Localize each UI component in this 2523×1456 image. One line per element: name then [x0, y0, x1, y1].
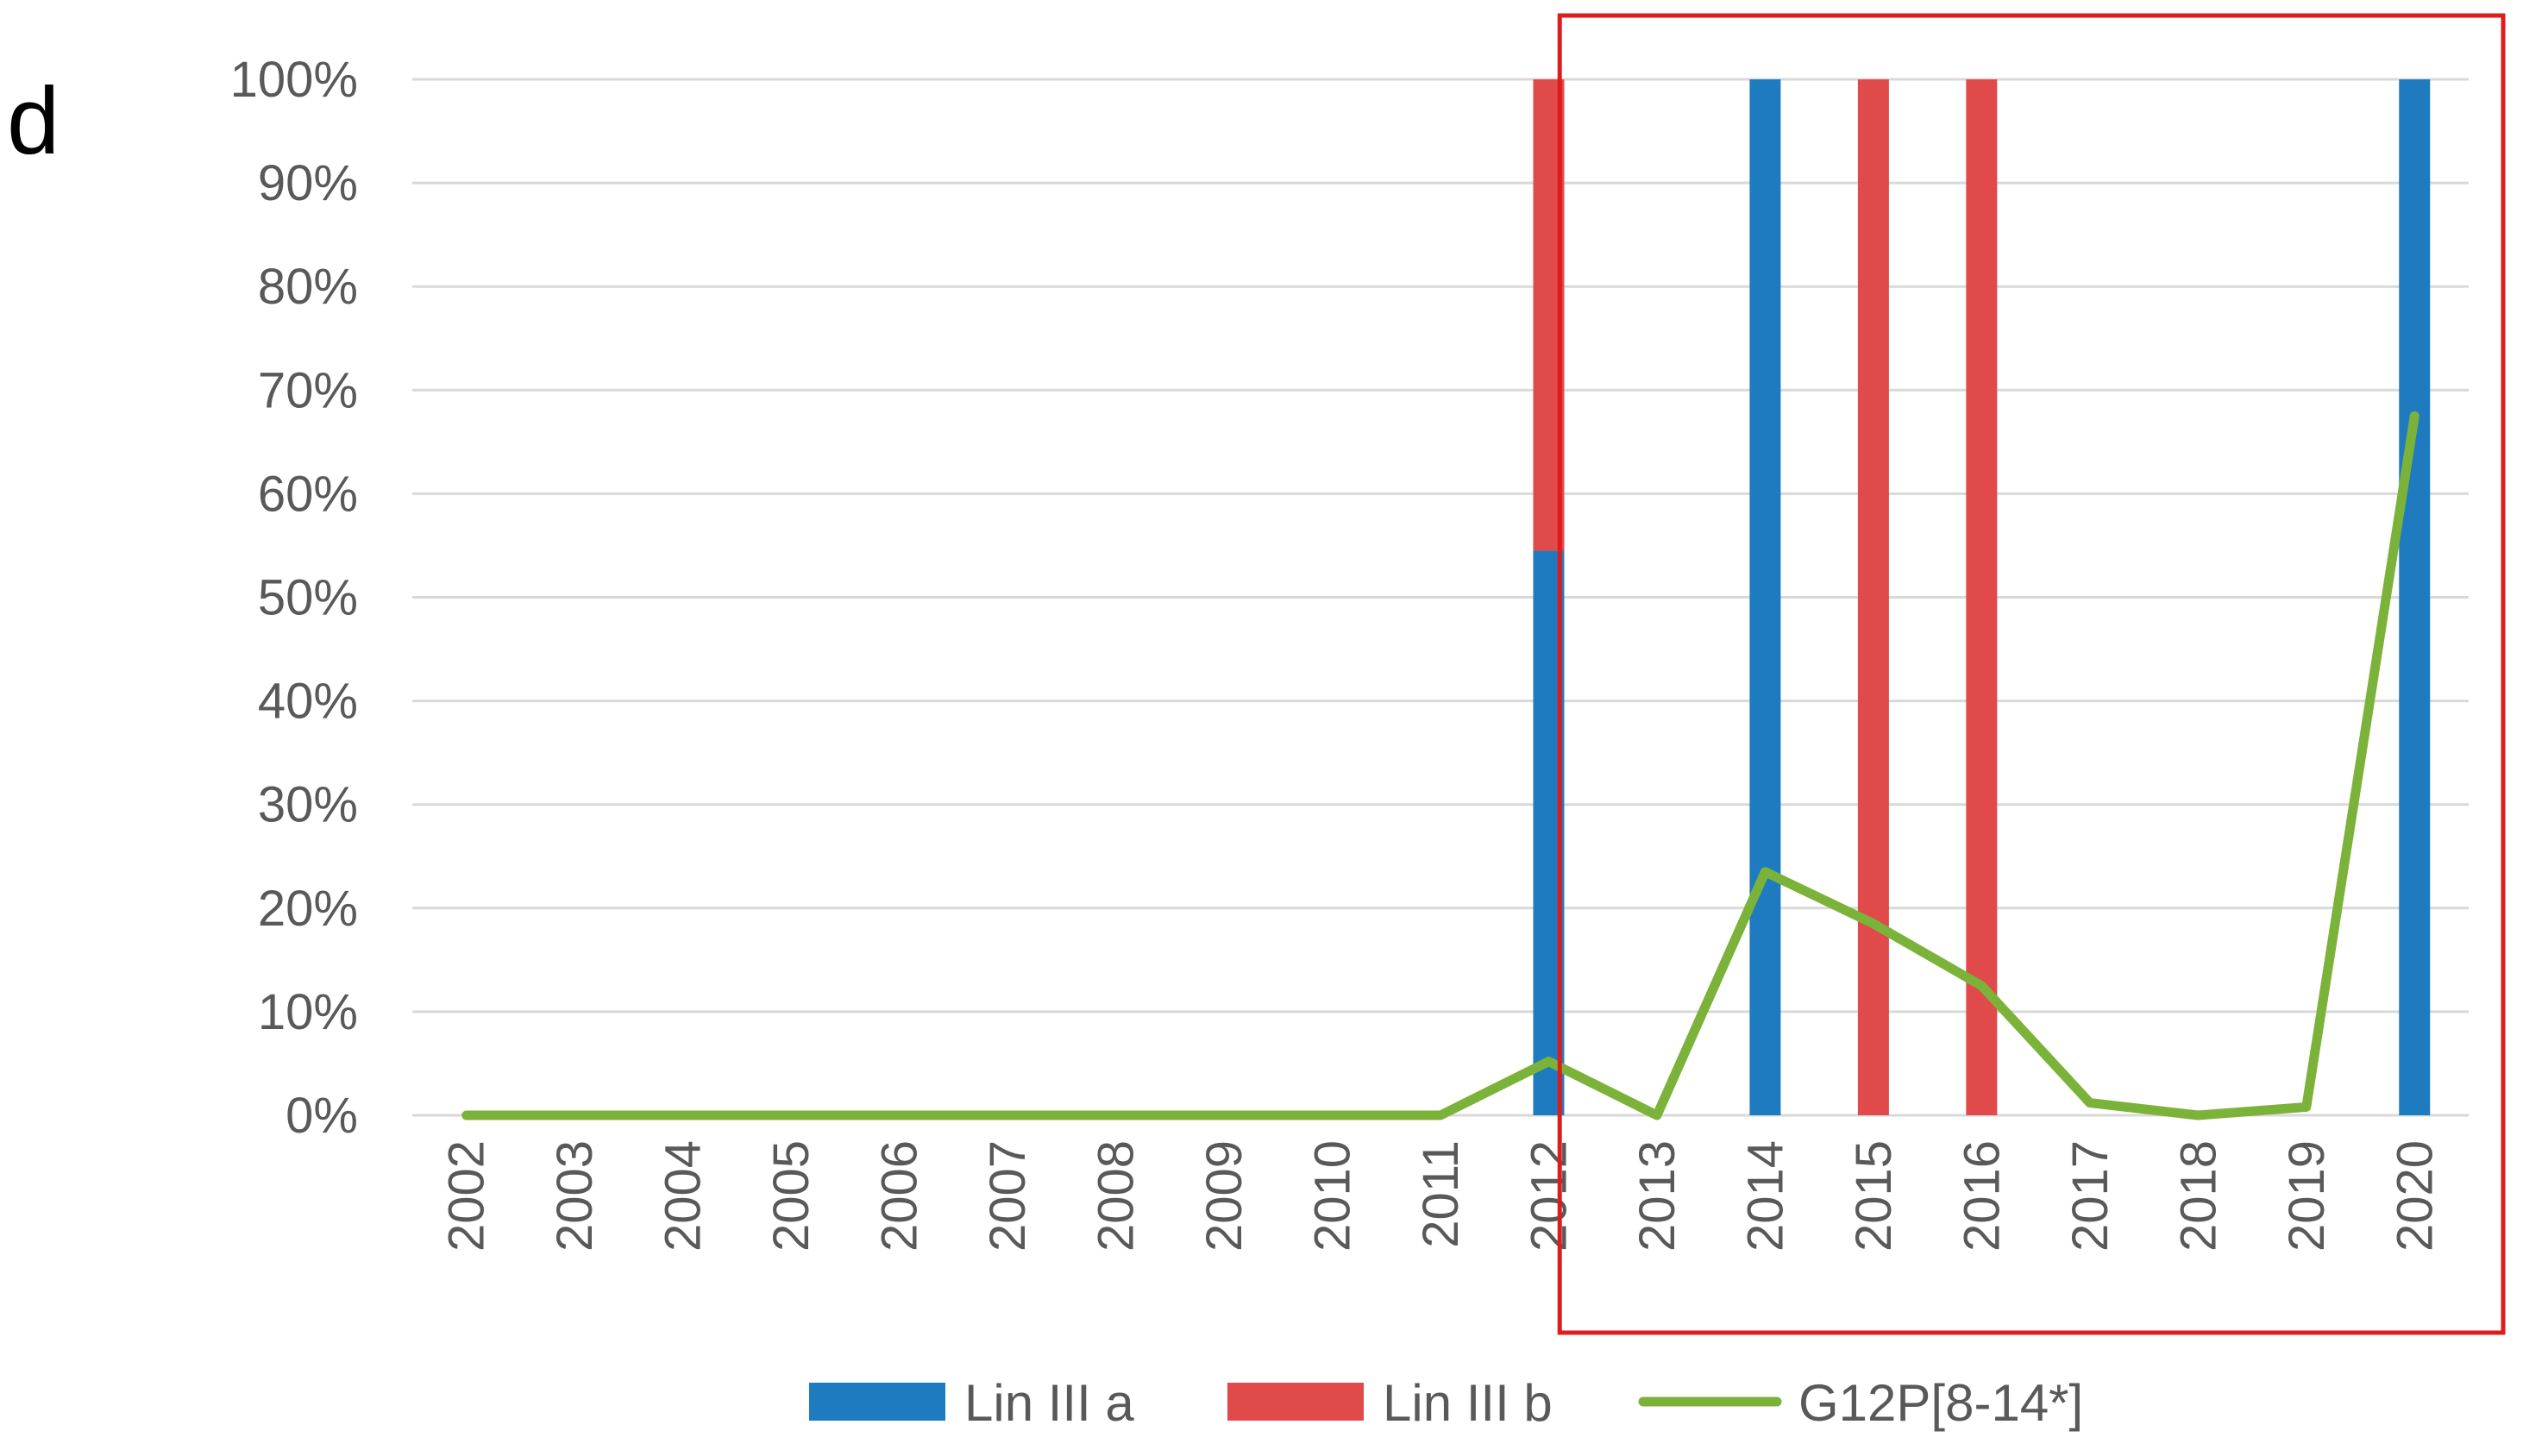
line-point	[2304, 1105, 2308, 1109]
x-tick-label: 2020	[2387, 1140, 2443, 1252]
x-tick-label: 2009	[1196, 1140, 1252, 1252]
line-point	[789, 1114, 794, 1117]
x-tick-label: 2010	[1305, 1140, 1361, 1252]
y-tick-label: 0%	[286, 1088, 358, 1144]
y-tick-label: 50%	[258, 570, 358, 626]
bar-segment	[1966, 79, 1998, 1115]
line-point	[1006, 1114, 1010, 1117]
y-tick-label: 70%	[258, 362, 358, 418]
line-point	[1114, 1114, 1118, 1117]
y-axis-ticks: 0% 10% 20% 30% 40% 50% 60% 70% 80% 90% 100%	[230, 52, 358, 1144]
line-point	[1330, 1114, 1334, 1117]
line-point	[1547, 1059, 1551, 1064]
x-tick-label: 2004	[656, 1140, 712, 1252]
x-tick-label: 2006	[872, 1140, 928, 1252]
line-series-path	[461, 411, 2419, 1120]
highlight-box-layer	[1557, 13, 2506, 1335]
y-tick-label: 60%	[258, 466, 358, 522]
line-point	[573, 1114, 577, 1117]
x-tick-label: 2002	[439, 1140, 495, 1252]
highlight-box	[1557, 13, 2506, 1335]
x-tick-label: 2005	[763, 1140, 819, 1252]
y-tick-label: 10%	[258, 984, 358, 1040]
x-tick-label: 2017	[2062, 1140, 2118, 1252]
x-tick-label: 2018	[2170, 1140, 2226, 1252]
y-tick-label: 90%	[258, 155, 358, 211]
y-tick-label: 20%	[258, 881, 358, 937]
x-tick-label: 2008	[1089, 1140, 1145, 1252]
gridlines	[412, 78, 2469, 1117]
legend-label: Lin III a	[964, 1374, 1134, 1432]
y-tick-label: 80%	[258, 259, 358, 315]
x-tick-label: 2016	[1954, 1140, 2010, 1252]
x-tick-label: 2011	[1413, 1140, 1469, 1248]
x-tick-label: 2014	[1737, 1140, 1793, 1252]
x-axis-ticks: 2002 2003 2004 2005 2006 2007 2008 2009 2010 2011…	[439, 1140, 2444, 1252]
x-tick-label: 2012	[1521, 1140, 1577, 1252]
line-point	[2087, 1101, 2092, 1105]
x-tick-label: 2019	[2279, 1140, 2335, 1252]
legend-swatch	[809, 1383, 945, 1421]
line-point	[2413, 414, 2417, 418]
panel-label: d	[7, 68, 60, 174]
x-tick-label: 2003	[547, 1140, 603, 1252]
line-point	[1654, 1114, 1659, 1117]
bar-segment	[2399, 79, 2431, 1115]
line-point	[1222, 1114, 1227, 1117]
line-series	[461, 411, 2419, 1120]
y-tick-label: 40%	[258, 674, 358, 730]
legend: Lin III a Lin III b G12P[8-14*]	[809, 1374, 2083, 1432]
line-point	[897, 1114, 901, 1117]
line-point	[1763, 869, 1767, 874]
bar-segment	[1749, 79, 1781, 1115]
legend-label: Lin III b	[1383, 1374, 1553, 1432]
legend-swatch	[1227, 1383, 1364, 1421]
x-tick-label: 2013	[1629, 1140, 1685, 1252]
line-point	[464, 1114, 468, 1117]
line-point	[1871, 921, 1875, 926]
line-point	[681, 1114, 685, 1117]
y-tick-label: 100%	[230, 52, 358, 108]
y-tick-label: 30%	[258, 777, 358, 833]
x-tick-label: 2015	[1846, 1140, 1902, 1252]
bar-segment	[1857, 79, 1889, 1115]
line-point	[1980, 983, 1984, 988]
line-point	[2196, 1114, 2200, 1117]
line-point	[1439, 1114, 1442, 1117]
legend-label: G12P[8-14*]	[1798, 1374, 2083, 1432]
x-tick-label: 2007	[980, 1140, 1036, 1252]
